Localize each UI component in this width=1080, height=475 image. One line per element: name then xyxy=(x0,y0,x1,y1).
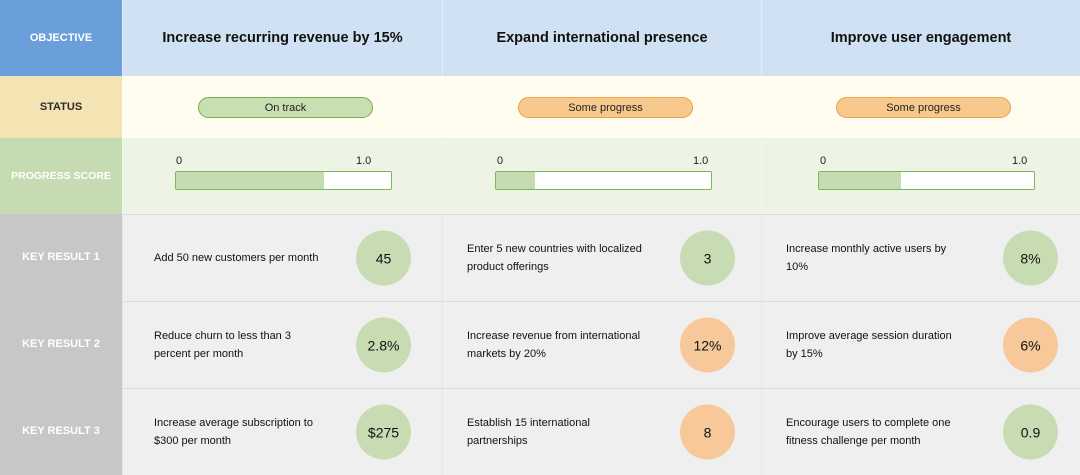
status-badge: Some progress xyxy=(518,97,693,118)
key-result-text: Encourage users to complete one fitness … xyxy=(786,417,951,447)
progress-scale-max: 1.0 xyxy=(1012,155,1028,167)
key-result-text: Establish 15 international partnerships xyxy=(467,417,590,447)
key-result-cell: Increase average subscription to $300 pe… xyxy=(122,388,442,475)
progress-cell: 0 1.0 xyxy=(442,138,761,214)
key-result-cell: Increase revenue from international mark… xyxy=(442,301,761,388)
key-result-value: 0.9 xyxy=(1003,404,1058,460)
key-result-value: 2.8% xyxy=(356,317,411,373)
status-badge: On track xyxy=(198,97,373,118)
key-result-text: Reduce churn to less than 3 percent per … xyxy=(154,330,291,360)
progress-scale-min: 0 xyxy=(176,155,183,167)
objective-cell: Increase recurring revenue by 15% xyxy=(122,0,442,76)
key-result-cell: Encourage users to complete one fitness … xyxy=(761,388,1080,475)
objective-cell: Improve user engagement xyxy=(761,0,1080,76)
key-result-text: Increase monthly active users by 10% xyxy=(786,243,947,273)
status-cell: On track xyxy=(122,76,442,138)
progress-bar xyxy=(495,171,712,190)
key-result-cell: Reduce churn to less than 3 percent per … xyxy=(122,301,442,388)
key-result-text: Increase average subscription to $300 pe… xyxy=(154,417,313,447)
objective-title: Improve user engagement xyxy=(830,30,1012,46)
status-badge: Some progress xyxy=(836,97,1011,118)
objective-title: Increase recurring revenue by 15% xyxy=(162,30,403,46)
key-result-value: 45 xyxy=(356,230,411,286)
key-result-3-label: KEY RESULT 3 xyxy=(0,388,122,475)
key-result-cell: Add 50 new customers per month 45 xyxy=(122,214,442,301)
key-result-text: Enter 5 new countries with localized pro… xyxy=(467,243,642,273)
progress-bar xyxy=(818,171,1035,190)
key-result-value: 3 xyxy=(680,230,735,286)
progress-scale-min: 0 xyxy=(497,155,504,167)
key-result-cell: Enter 5 new countries with localized pro… xyxy=(442,214,761,301)
objective-title: Expand international presence xyxy=(496,30,708,46)
key-result-value: $275 xyxy=(356,404,411,460)
progress-bar xyxy=(175,171,392,190)
progress-row-label: PROGRESS SCORE xyxy=(0,138,122,214)
status-cell: Some progress xyxy=(761,76,1080,138)
key-result-value: 8% xyxy=(1003,230,1058,286)
key-result-1-label: KEY RESULT 1 xyxy=(0,214,122,301)
progress-cell: 0 1.0 xyxy=(122,138,442,214)
key-result-value: 8 xyxy=(680,404,735,460)
progress-cell: 0 1.0 xyxy=(761,138,1080,214)
key-result-2-label: KEY RESULT 2 xyxy=(0,301,122,388)
objective-row-label: OBJECTIVE xyxy=(0,0,122,76)
key-result-text: Increase revenue from international mark… xyxy=(467,330,641,360)
key-result-cell: Increase monthly active users by 10% 8% xyxy=(761,214,1080,301)
key-result-cell: Establish 15 international partnerships … xyxy=(442,388,761,475)
progress-scale-max: 1.0 xyxy=(693,155,709,167)
progress-scale-min: 0 xyxy=(820,155,827,167)
status-cell: Some progress xyxy=(442,76,761,138)
key-result-cell: Improve average session duration by 15% … xyxy=(761,301,1080,388)
status-row-label: STATUS xyxy=(0,76,122,138)
progress-bar-fill xyxy=(819,172,901,189)
progress-bar-fill xyxy=(176,172,325,189)
progress-scale-max: 1.0 xyxy=(356,155,372,167)
key-result-text: Improve average session duration by 15% xyxy=(786,330,952,360)
key-result-value: 6% xyxy=(1003,317,1058,373)
key-result-text: Add 50 new customers per month xyxy=(154,252,319,264)
progress-bar-fill xyxy=(496,172,535,189)
key-result-value: 12% xyxy=(680,317,735,373)
objective-cell: Expand international presence xyxy=(442,0,761,76)
